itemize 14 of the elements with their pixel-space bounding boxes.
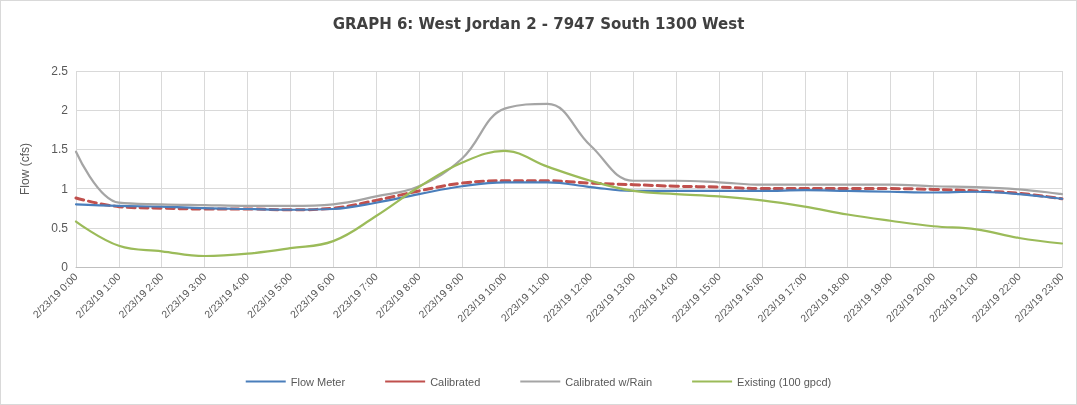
y-tick-label: 1.5 [51,142,69,157]
legend-label: Calibrated w/Rain [565,375,653,388]
y-axis-title: Flow (cfs) [18,143,32,195]
y-tick-label: 1 [61,181,69,196]
y-tick-label: 2 [61,103,69,118]
legend-label: Existing (100 gpcd) [737,375,832,388]
y-tick-label: 0 [61,260,69,274]
line-series [74,149,1064,258]
legend-label: Calibrated [430,375,481,388]
chart-title: GRAPH 6: West Jordan 2 - 7947 South 1300 West [332,14,745,33]
y-tick-label: 0.5 [51,220,69,235]
line-series [74,102,1064,207]
y-tick-label: 2.5 [51,64,69,78]
legend-label: Flow Meter [290,375,346,388]
